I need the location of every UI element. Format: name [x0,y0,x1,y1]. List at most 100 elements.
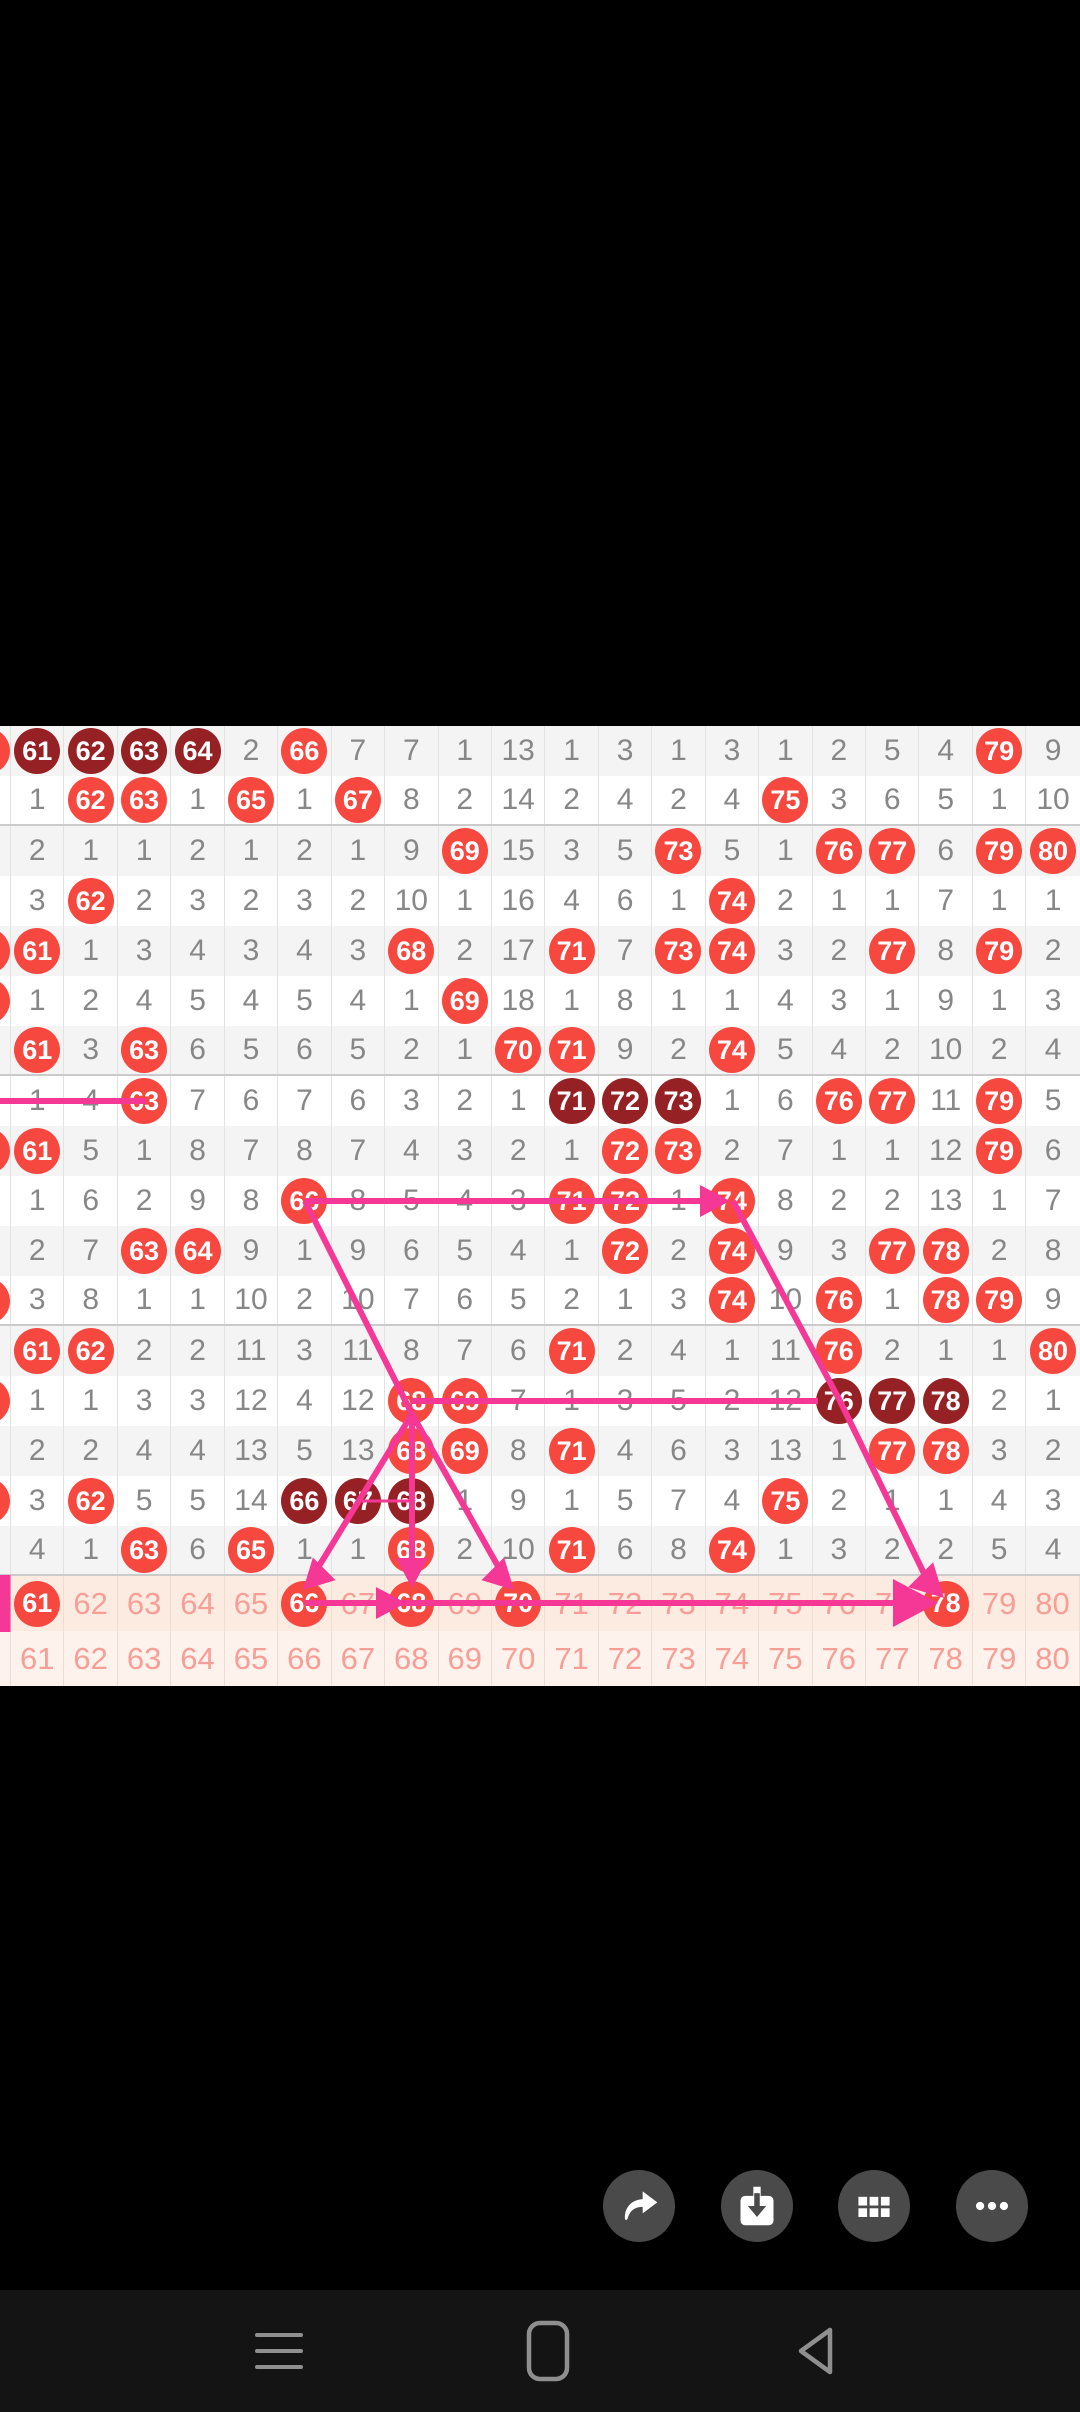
share-icon [624,2191,658,2220]
number-ball: 73 [655,828,702,874]
number-cell: 77 [866,826,920,876]
number-cell: 79 [973,1631,1027,1686]
number-cell: 1 [652,876,706,926]
menu-icon [255,2333,303,2369]
left-clipped-column [0,1576,11,1631]
number-cell: 78 [919,1276,973,1324]
number-cell: 1 [332,826,386,876]
number-cell: 2 [225,876,279,926]
number-cell: 3 [332,926,386,976]
number-cell: 5 [332,1026,386,1074]
number-cell: 69 [439,1376,492,1426]
number-cell: 8 [278,1126,332,1176]
number-cell: 3 [171,1376,225,1426]
number-cell: 71 [545,1026,599,1074]
number-cell: 9 [919,976,973,1026]
letterbox-top [0,0,1080,726]
number-cell: 2 [225,726,279,776]
number-cell: 62 [64,1631,118,1686]
number-cell: 4 [385,1126,439,1176]
number-cell: 6 [171,1526,225,1574]
number-cell: 77 [866,926,920,976]
number-cell: 7 [759,1126,813,1176]
left-clipped-column [0,1376,11,1426]
number-cell: 1 [439,726,492,776]
number-cell: 77 [866,1426,920,1476]
number-cell: 76 [813,1376,866,1426]
number-cell: 1 [545,1376,599,1426]
download-button[interactable] [721,2170,793,2242]
nav-home-button[interactable] [468,2290,628,2412]
number-ball: 71 [548,1527,595,1573]
number-cell: 74 [706,1276,760,1324]
number-cell: 3 [278,1326,332,1376]
left-clipped-column [0,1276,11,1324]
number-ball: 73 [655,1078,702,1124]
number-cell: 65 [225,776,279,824]
number-cell: 6 [919,826,973,876]
clipped-number-ball [0,1478,10,1524]
number-cell: 74 [706,1226,760,1276]
number-cell: 61 [11,926,65,976]
number-cell: 1 [973,976,1027,1026]
table-row: 3 8 1 1 10 2 10 7 6 5 2 1 3 74 10 76 1 78 79 9 [0,1276,1080,1326]
number-cell: 1 [439,1026,492,1074]
number-cell: 66 [278,726,332,776]
number-cell: 2 [866,1326,920,1376]
number-ball: 74 [708,1027,755,1073]
number-cell: 68 [385,1376,439,1426]
number-cell: 7 [652,1476,706,1526]
number-ball: 79 [976,1078,1023,1124]
number-ball: 68 [388,1378,435,1424]
number-cell: 6 [64,1176,118,1226]
number-cell: 3 [64,1026,118,1074]
number-cell: 69 [439,1576,492,1631]
number-cell: 5 [439,1226,492,1276]
number-cell: 3 [599,1376,653,1426]
number-cell: 7 [171,1076,225,1126]
number-cell: 74 [706,876,760,926]
number-ball: 78 [922,1378,969,1424]
number-cell: 7 [332,1126,386,1176]
number-ball: 70 [495,1027,542,1073]
number-ball: 72 [602,1178,649,1224]
number-cell: 1 [599,1276,653,1324]
number-cell: 78 [919,1631,973,1686]
number-cell: 66 [278,1176,332,1226]
grid-button[interactable] [838,2170,910,2242]
number-cell: 7 [599,926,653,976]
number-cell: 6 [278,1026,332,1074]
left-clipped-column [0,1076,11,1126]
number-cell: 76 [813,826,866,876]
left-clipped-column [0,1126,11,1176]
number-cell: 79 [973,726,1027,776]
number-ball: 66 [281,728,328,774]
number-ball: 66 [281,1580,328,1627]
table-row: 61 3 63 6 5 6 5 2 1 70 71 9 2 74 5 4 2 10 2 4 [0,1026,1080,1076]
number-cell: 68 [385,1476,439,1526]
number-cell: 64 [171,726,225,776]
number-cell: 2 [118,1326,172,1376]
number-ball: 75 [762,777,809,823]
number-cell: 6 [652,1426,706,1476]
number-cell: 3 [225,926,279,976]
number-cell: 74 [706,1631,760,1686]
clipped-number-ball [0,728,10,774]
share-button[interactable] [603,2170,675,2242]
number-cell: 6 [759,1076,813,1126]
nav-back-button[interactable] [737,2290,897,2412]
number-cell: 71 [545,1631,599,1686]
number-ball: 61 [14,1027,61,1073]
number-cell: 8 [919,926,973,976]
number-ball: 71 [548,928,595,974]
number-cell: 1 [813,876,866,926]
number-cell: 67 [332,776,386,824]
more-button[interactable] [956,2170,1028,2242]
number-ball: 73 [655,1128,702,1174]
number-cell: 2 [759,876,813,926]
number-cell: 73 [652,1076,706,1126]
number-ball: 79 [976,1277,1023,1323]
number-cell: 1 [652,726,706,776]
number-cell: 72 [599,1126,653,1176]
nav-menu-button[interactable] [199,2290,359,2412]
